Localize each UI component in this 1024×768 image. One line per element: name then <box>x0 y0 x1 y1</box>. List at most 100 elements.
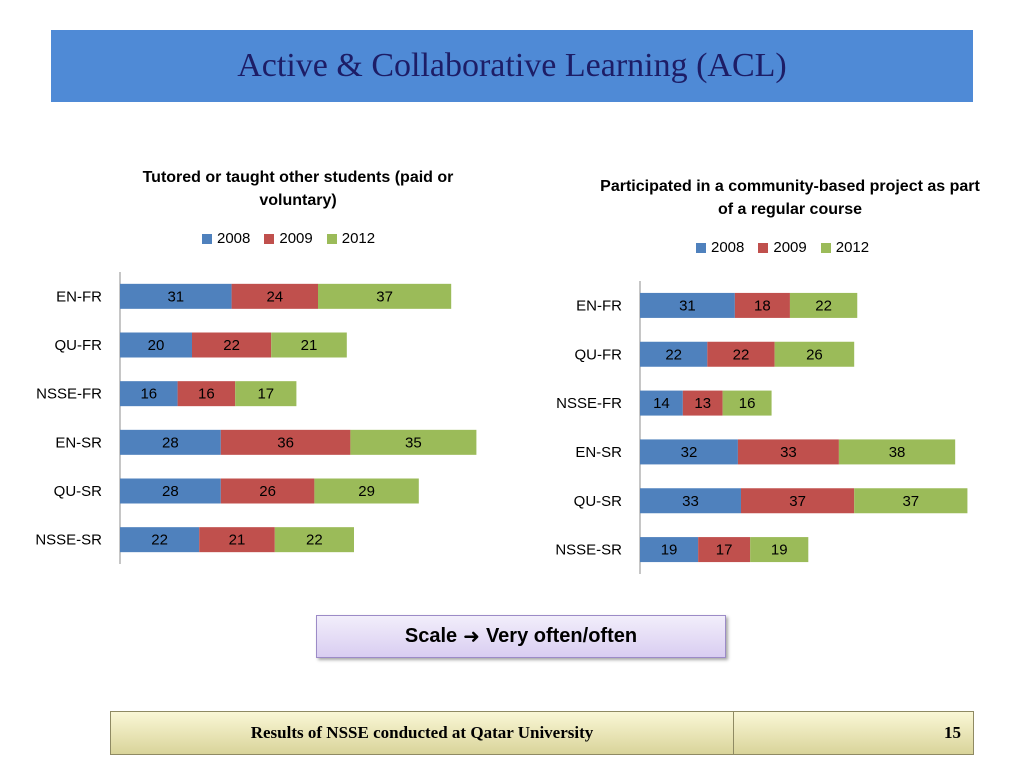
bar-2009 <box>177 381 236 407</box>
bar-2008 <box>120 429 221 455</box>
data-label: 33 <box>682 493 699 510</box>
bar-2012 <box>722 390 772 416</box>
bar-2008 <box>640 292 735 318</box>
bar-2008 <box>640 341 708 367</box>
bar-2012 <box>854 488 968 514</box>
category-label: EN-SR <box>55 434 102 451</box>
data-label: 33 <box>780 444 797 461</box>
chart-plot: EN-FR 31 18 22 QU-FR 22 22 26 NSSE-FR 14 13 16 EN-SR… <box>555 281 968 574</box>
bar-2008 <box>120 332 192 358</box>
data-label: 17 <box>716 542 733 559</box>
data-label: 20 <box>148 337 165 354</box>
data-label: 29 <box>358 483 375 500</box>
bar-2009 <box>199 527 275 553</box>
legend-swatch-2009 <box>758 242 769 253</box>
data-label: 36 <box>277 434 294 451</box>
data-label: 13 <box>694 395 711 412</box>
data-label: 24 <box>266 288 283 305</box>
bar-2008 <box>120 283 232 309</box>
data-label: 28 <box>162 434 179 451</box>
legend-label: 2012 <box>341 230 376 247</box>
chart-legend: 2008 2009 2012 <box>120 230 512 247</box>
data-label: 14 <box>653 395 670 412</box>
bar-2009 <box>231 283 318 309</box>
category-label: QU-FR <box>55 337 103 354</box>
data-label: 22 <box>665 346 682 363</box>
data-label: 26 <box>259 483 276 500</box>
footer-text: Results of NSSE conducted at Qatar Unive… <box>111 712 734 754</box>
data-label: 19 <box>771 542 788 559</box>
bar-2009 <box>220 429 351 455</box>
legend-swatch-2008 <box>696 242 706 253</box>
bar-2009 <box>682 390 723 416</box>
scale-value: Very often/often <box>485 625 638 647</box>
bar-2008 <box>640 439 738 465</box>
data-label: 16 <box>198 386 215 403</box>
bar-2012 <box>235 381 297 407</box>
data-label: 37 <box>376 288 393 305</box>
data-label: 35 <box>405 434 422 451</box>
bar-2008 <box>640 390 683 416</box>
bar-2012 <box>789 292 858 318</box>
data-label: 38 <box>889 444 906 461</box>
data-label: 19 <box>661 542 678 559</box>
category-label: NSSE-SR <box>35 532 102 549</box>
data-label: 26 <box>806 346 823 363</box>
bar-2012 <box>318 283 452 309</box>
data-label: 21 <box>301 337 318 354</box>
bar-2008 <box>120 478 221 504</box>
category-label: EN-FR <box>56 288 102 305</box>
category-label: QU-SR <box>574 493 623 510</box>
data-label: 28 <box>162 483 179 500</box>
bar-2008 <box>640 537 699 563</box>
data-label: 31 <box>167 288 184 305</box>
legend-item-2009: 2009 <box>758 239 807 256</box>
legend-swatch-2012 <box>326 233 337 244</box>
legend-item-2009: 2009 <box>264 230 313 247</box>
data-label: 37 <box>789 493 806 510</box>
category-label: QU-SR <box>54 483 103 500</box>
data-label: 22 <box>223 337 240 354</box>
data-label: 16 <box>739 395 756 412</box>
legend-label: 2009 <box>279 230 313 247</box>
bar-2009 <box>734 292 790 318</box>
chart-title: Tutored or taught other students (paid o… <box>142 169 454 209</box>
data-label: 37 <box>902 493 919 510</box>
data-label: 22 <box>733 346 750 363</box>
legend-label: 2012 <box>835 239 870 256</box>
bar-2009 <box>707 341 775 367</box>
bar-2012 <box>774 341 855 367</box>
category-label: QU-FR <box>575 346 623 363</box>
legend-item-2008: 2008 <box>202 230 250 247</box>
footer-bar: Results of NSSE conducted at Qatar Unive… <box>110 711 974 755</box>
legend-label: 2008 <box>711 239 745 256</box>
chart-legend: 2008 2009 2012 <box>512 239 1024 256</box>
category-label: NSSE-SR <box>555 542 622 559</box>
bar-2009 <box>192 332 272 358</box>
scale-label: Scale <box>404 625 458 647</box>
chart-title: Participated in a community-based projec… <box>600 178 980 218</box>
data-label: 31 <box>679 297 696 314</box>
arrow-right-icon: ➜ <box>463 626 480 648</box>
category-label: EN-FR <box>576 297 622 314</box>
bar-2012 <box>838 439 956 465</box>
page-number: 15 <box>944 723 961 742</box>
bar-2008 <box>640 488 741 514</box>
data-label: 18 <box>754 297 771 314</box>
slide-title: Active & Collaborative Learning (ACL) <box>237 47 787 84</box>
data-label: 32 <box>681 444 698 461</box>
chart-tutored: Tutored or taught other students (paid o… <box>0 0 512 600</box>
chart-community-project: Participated in a community-based projec… <box>512 0 1024 600</box>
bar-2008 <box>120 381 178 407</box>
data-label: 16 <box>140 386 157 403</box>
legend-swatch-2009 <box>264 233 275 244</box>
legend-swatch-2008 <box>202 233 212 244</box>
bar-2009 <box>220 478 315 504</box>
data-label: 22 <box>151 532 168 549</box>
legend-label: 2009 <box>773 239 807 256</box>
legend-item-2012: 2012 <box>820 239 870 256</box>
data-label: 22 <box>815 297 832 314</box>
category-label: NSSE-FR <box>556 395 622 412</box>
legend-item-2012: 2012 <box>326 230 376 247</box>
bar-2009 <box>698 537 751 563</box>
